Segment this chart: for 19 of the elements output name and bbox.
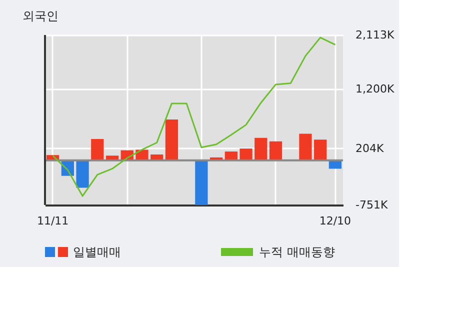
bar xyxy=(240,148,252,160)
bar xyxy=(165,119,178,160)
y-tick-label: 1,200K xyxy=(356,82,395,96)
bar xyxy=(91,139,104,160)
y-tick-label: -751K xyxy=(356,198,388,212)
bar xyxy=(299,134,312,160)
y-tick-label: 204K xyxy=(356,142,384,155)
line-series xyxy=(52,36,336,197)
chart-title: 외국인 xyxy=(22,9,58,23)
bar xyxy=(254,138,268,160)
y-tick-label: 2,113K xyxy=(356,28,395,42)
legend-label: 누적 매매동향 xyxy=(259,245,335,259)
legend-label: 일별매매 xyxy=(73,245,121,259)
x-tick-label: 12/10 xyxy=(319,214,352,228)
bar xyxy=(195,160,208,205)
bar xyxy=(269,141,282,160)
x-tick-label: 11/11 xyxy=(36,214,69,228)
bar xyxy=(314,140,327,160)
bar xyxy=(76,160,89,188)
